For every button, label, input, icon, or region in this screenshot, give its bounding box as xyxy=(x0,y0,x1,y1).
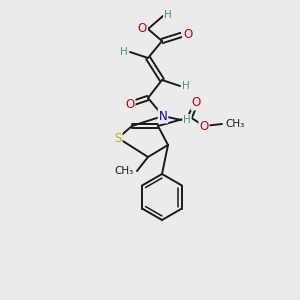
Text: O: O xyxy=(183,28,192,41)
Text: O: O xyxy=(191,97,201,110)
Text: CH₃: CH₃ xyxy=(115,166,134,176)
Text: O: O xyxy=(138,22,147,35)
Text: N: N xyxy=(159,110,167,122)
Text: O: O xyxy=(125,98,135,110)
Text: CH₃: CH₃ xyxy=(225,119,244,129)
Text: H: H xyxy=(120,47,128,57)
Text: H: H xyxy=(183,115,191,125)
Text: H: H xyxy=(182,81,190,91)
Text: H: H xyxy=(164,10,172,20)
Text: O: O xyxy=(200,119,208,133)
Text: S: S xyxy=(114,131,122,145)
